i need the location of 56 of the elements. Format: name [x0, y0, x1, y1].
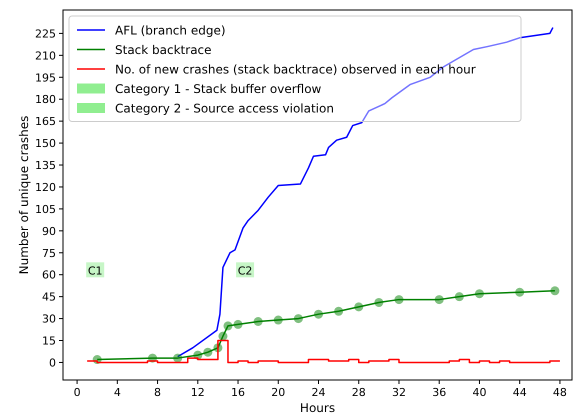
point: [234, 320, 243, 329]
x-axis-title: Hours: [300, 401, 336, 415]
point: [454, 292, 464, 302]
x-tick-label: 28: [352, 386, 366, 399]
y-tick-label: 45: [42, 290, 56, 304]
x-tick-label: 20: [271, 386, 286, 399]
x-tick-label: 36: [432, 386, 446, 399]
x-tick-label: 0: [74, 386, 81, 399]
x-tick-label: 40: [472, 386, 486, 399]
y-tick-label: 195: [35, 71, 56, 84]
point: [203, 348, 212, 357]
point: [218, 332, 228, 341]
point: [394, 295, 404, 304]
y-tick-label: 15: [42, 334, 56, 348]
y-tick-label: 105: [35, 202, 56, 216]
point: [294, 314, 303, 324]
x-tick-label: 48: [552, 386, 567, 399]
point: [223, 321, 232, 330]
point: [254, 317, 263, 326]
legend-label: Stack backtrace: [115, 43, 212, 57]
legend-label: No. of new crashes (stack backtrace) observed in each hour: [115, 62, 476, 76]
x-tick-label: 8: [154, 386, 162, 399]
point: [274, 316, 283, 325]
point: [474, 289, 484, 298]
point: [515, 288, 524, 297]
point: [374, 298, 384, 307]
y-tick-label: 0: [49, 356, 56, 370]
y-tick-label: 210: [35, 49, 56, 62]
point: [354, 302, 364, 312]
x-tick-label: 16: [231, 386, 246, 399]
x-tick-label: 24: [312, 386, 326, 399]
y-axis-title: Number of unique crashes: [17, 116, 31, 274]
y-tick-label: 60: [42, 268, 56, 282]
y-tick-label: 165: [35, 115, 56, 128]
y-tick-label: 225: [35, 27, 56, 40]
legend-label: AFL (branch edge): [115, 24, 226, 38]
x-tick-label: 44: [512, 386, 527, 399]
point: [173, 354, 182, 363]
point: [334, 306, 344, 316]
legend-label: Category 2 - Source access violation: [115, 102, 334, 116]
x-tick-label: 32: [392, 386, 406, 399]
annotation: C1: [88, 264, 103, 278]
y-tick-label: 30: [42, 312, 56, 326]
point: [550, 286, 560, 296]
y-tick-label: 135: [35, 159, 56, 172]
x-tick-label: 4: [114, 386, 121, 399]
point: [434, 295, 444, 304]
legend-label: Category 1 - Stack buffer overflow: [115, 82, 322, 96]
annotation: C2: [238, 264, 252, 278]
y-tick-label: 90: [42, 224, 56, 238]
point: [314, 310, 324, 319]
y-tick-label: 75: [42, 246, 56, 260]
x-tick-label: 12: [190, 386, 205, 399]
y-tick-label: 180: [35, 93, 56, 106]
y-tick-label: 120: [35, 180, 56, 194]
y-tick-label: 150: [35, 137, 56, 150]
